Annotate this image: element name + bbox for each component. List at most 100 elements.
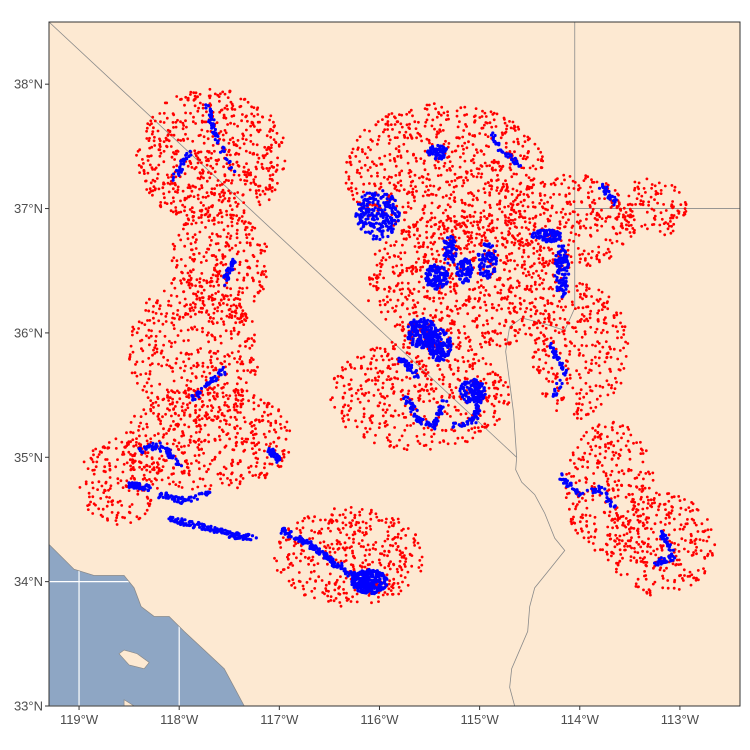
red-point	[120, 504, 124, 507]
red-point	[383, 347, 387, 351]
red-point	[539, 245, 542, 249]
red-point	[248, 346, 252, 350]
red-point	[507, 204, 510, 208]
red-point	[499, 331, 502, 335]
red-point	[207, 247, 211, 251]
red-point	[522, 134, 526, 138]
red-point	[368, 553, 371, 556]
red-point	[436, 363, 440, 367]
red-point	[121, 486, 125, 489]
red-point	[452, 372, 456, 376]
red-point	[490, 179, 493, 183]
red-point	[378, 299, 382, 303]
red-point	[465, 377, 469, 381]
red-point	[406, 136, 410, 140]
red-point	[220, 310, 224, 313]
red-point	[213, 192, 217, 195]
red-point	[180, 281, 183, 285]
red-point	[401, 243, 404, 247]
red-point	[671, 216, 675, 220]
red-point	[216, 309, 219, 313]
red-point	[427, 356, 431, 360]
red-point	[254, 473, 257, 477]
red-point	[171, 121, 175, 124]
red-point	[327, 589, 330, 593]
red-point	[330, 518, 333, 522]
red-point	[464, 336, 468, 340]
red-point	[398, 288, 402, 292]
red-point	[527, 228, 530, 231]
red-point	[378, 187, 381, 191]
red-point	[578, 253, 582, 257]
red-point	[210, 387, 214, 390]
red-point	[656, 201, 659, 205]
red-point	[436, 401, 439, 404]
red-point	[476, 151, 479, 154]
red-point	[354, 419, 357, 423]
red-point	[537, 257, 541, 260]
red-point	[598, 197, 601, 200]
red-point	[399, 179, 403, 183]
red-point	[158, 112, 162, 115]
red-point	[271, 173, 275, 177]
red-point	[179, 279, 183, 282]
red-point	[517, 247, 521, 250]
red-point	[588, 401, 592, 404]
red-point	[151, 193, 154, 197]
red-point	[497, 380, 501, 384]
red-point	[274, 421, 278, 425]
red-point	[628, 231, 632, 234]
red-point	[159, 151, 163, 155]
red-point	[534, 297, 537, 301]
red-point	[528, 137, 531, 141]
red-point	[198, 408, 202, 412]
red-point	[376, 142, 379, 146]
red-point	[588, 385, 592, 389]
red-point	[447, 216, 450, 220]
red-point	[577, 373, 581, 376]
red-point	[241, 113, 244, 116]
red-point	[244, 259, 248, 262]
red-point	[559, 305, 563, 309]
red-point	[516, 137, 519, 141]
red-point	[457, 343, 460, 347]
red-point	[423, 149, 427, 153]
red-point	[535, 309, 539, 313]
red-point	[651, 223, 654, 227]
red-point	[272, 440, 276, 444]
red-point	[430, 216, 434, 220]
red-point	[479, 278, 483, 282]
red-point	[484, 303, 488, 307]
red-point	[175, 400, 179, 404]
red-point	[402, 188, 406, 192]
red-point	[442, 164, 446, 168]
red-point	[539, 312, 542, 315]
red-point	[156, 172, 160, 176]
red-point	[582, 224, 586, 228]
red-point	[539, 194, 542, 198]
red-point	[370, 421, 374, 425]
red-point	[217, 221, 221, 224]
red-point	[176, 138, 180, 142]
red-point	[398, 438, 401, 442]
red-point	[169, 209, 173, 213]
red-point	[206, 388, 210, 392]
red-point	[181, 431, 185, 435]
red-point	[620, 325, 624, 328]
red-point	[135, 153, 138, 157]
coastline	[49, 544, 245, 706]
red-point	[417, 257, 420, 261]
red-point	[260, 162, 264, 166]
red-point	[196, 290, 200, 294]
red-point	[106, 517, 109, 521]
red-point	[417, 120, 420, 124]
red-point	[683, 201, 687, 204]
red-point	[577, 188, 580, 192]
red-point	[518, 328, 522, 331]
red-point	[476, 271, 480, 275]
red-point	[434, 260, 438, 264]
red-point	[373, 441, 376, 445]
red-point	[438, 225, 441, 229]
red-point	[129, 344, 133, 348]
red-point	[227, 199, 231, 203]
